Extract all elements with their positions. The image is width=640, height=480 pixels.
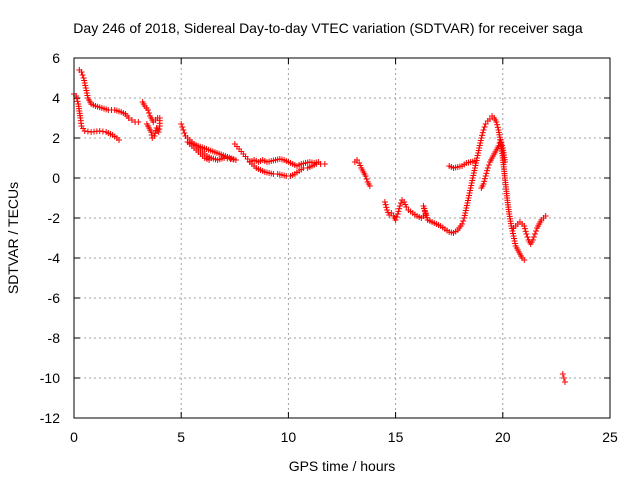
data-point: [381, 199, 388, 205]
data-point: [484, 167, 491, 174]
data-point: [523, 231, 530, 237]
data-point: [483, 170, 490, 177]
data-point: [499, 142, 506, 149]
data-point: [561, 379, 568, 385]
data-point: [153, 125, 160, 131]
y-tick-label: 4: [52, 90, 60, 106]
data-point: [396, 205, 403, 212]
data-point: [366, 183, 373, 189]
data-point: [529, 237, 536, 243]
data-point: [480, 127, 487, 133]
data-point: [392, 217, 399, 223]
data-point: [493, 119, 500, 125]
data-point: [78, 69, 85, 75]
data-point: [125, 115, 132, 121]
y-tick-label: -4: [48, 250, 61, 266]
y-tick-label: -2: [48, 210, 61, 226]
data-point: [531, 231, 538, 237]
data-point: [495, 143, 502, 149]
data-point: [521, 225, 528, 232]
data-point: [397, 200, 404, 206]
y-tick-label: -12: [40, 410, 60, 426]
y-tick-label: -8: [48, 330, 61, 346]
data-point: [471, 158, 478, 164]
data-point: [315, 159, 322, 165]
data-point: [494, 121, 501, 128]
data-point: [135, 119, 142, 125]
y-tick-label: 2: [52, 130, 60, 146]
data-point: [542, 213, 549, 219]
y-axis-label: SDTVAR / TECUs: [5, 182, 21, 294]
data-point: [206, 157, 213, 163]
data-point: [321, 161, 328, 167]
data-point: [479, 129, 486, 136]
data-point: [396, 203, 403, 209]
axis-layer: 0 5 10 15 20 25 -12 -10 -8 -6 -4 -2 0 2 4 6: [40, 50, 618, 445]
data-point: [180, 127, 187, 133]
data-point: [480, 181, 487, 187]
data-point: [382, 201, 389, 208]
y-tick-label: -6: [48, 290, 61, 306]
data-point: [521, 257, 528, 263]
data-point: [156, 123, 163, 129]
x-tick-label: 15: [388, 429, 404, 445]
y-tick-label: -10: [40, 370, 60, 386]
data-point: [363, 176, 370, 182]
data-point: [393, 214, 400, 220]
data-point: [481, 175, 488, 182]
data-point: [74, 98, 81, 105]
data-point: [146, 110, 153, 116]
data-point: [533, 228, 540, 234]
data-point: [460, 218, 467, 224]
data-point: [497, 137, 504, 143]
data-point: [484, 165, 491, 171]
data-point: [178, 121, 185, 127]
y-tick-label: 0: [52, 170, 60, 186]
data-point: [179, 124, 186, 130]
data-point: [522, 228, 529, 235]
plot-border: [73, 57, 611, 419]
data-point: [494, 124, 501, 131]
data-point: [479, 132, 486, 139]
data-point: [482, 173, 489, 179]
chart-title: Day 246 of 2018, Sidereal Day-to-day VTE…: [73, 20, 583, 36]
data-point: [498, 139, 505, 146]
x-tick-label: 5: [177, 429, 185, 445]
x-tick-label: 10: [281, 429, 297, 445]
data-point: [362, 173, 369, 179]
data-point: [152, 127, 159, 134]
data-point: [459, 221, 466, 227]
data-point: [395, 208, 402, 215]
data-point: [144, 107, 151, 113]
x-tick-label: 25: [602, 429, 618, 445]
data-point: [116, 137, 123, 143]
data-point: [148, 132, 155, 138]
data-point: [485, 162, 492, 168]
data-point: [79, 72, 86, 78]
data-point: [530, 234, 537, 240]
data-point: [143, 121, 150, 127]
data-point: [521, 223, 528, 229]
data-point: [524, 234, 531, 240]
data-point: [152, 130, 159, 137]
data-point: [394, 211, 401, 217]
grid-layer: [74, 58, 610, 418]
data-point: [478, 135, 485, 141]
x-axis-label: GPS time / hours: [289, 458, 396, 474]
data-point: [559, 371, 566, 377]
x-tick-label: 0: [70, 429, 78, 445]
data-point: [181, 130, 188, 136]
data-points: [71, 67, 568, 385]
data-point: [73, 95, 80, 102]
x-tick-label: 20: [495, 429, 511, 445]
data-point: [149, 135, 156, 141]
y-tick-label: 6: [52, 50, 60, 66]
data-point: [128, 117, 135, 123]
data-point: [560, 375, 567, 381]
data-point: [501, 159, 508, 165]
data-point: [481, 124, 488, 130]
data-point: [383, 204, 390, 211]
data-point: [481, 178, 488, 185]
